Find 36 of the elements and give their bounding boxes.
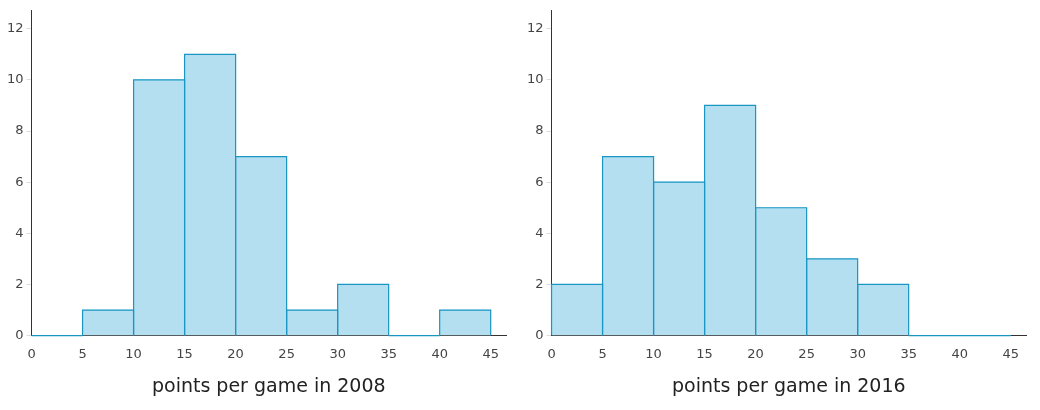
x-tick-label: 45: [1002, 345, 1019, 361]
x-tick-label: 25: [798, 345, 815, 361]
x-tick-label: 15: [176, 345, 193, 361]
y-tick-label: 4: [535, 224, 544, 240]
y-tick-label: 4: [15, 224, 24, 240]
x-tick-label: 45: [482, 345, 499, 361]
x-tick-label: 0: [547, 345, 556, 361]
x-tick-label: 0: [27, 345, 36, 361]
x-tick-label: 35: [900, 345, 917, 361]
y-tick-label: 8: [535, 122, 544, 138]
y-tick-label: 10: [527, 71, 544, 87]
x-tick-label: 20: [747, 345, 764, 361]
x-tick-label: 10: [645, 345, 662, 361]
x-tick-label: 5: [78, 345, 87, 361]
y-tick-label: 6: [535, 173, 544, 189]
x-axis-title: points per game in 2016: [671, 373, 906, 396]
x-tick-label: 40: [951, 345, 968, 361]
y-tick-label: 2: [535, 275, 544, 291]
y-tick-label: 12: [527, 20, 544, 36]
y-tick-label: 2: [15, 275, 24, 291]
x-tick-label: 5: [598, 345, 607, 361]
x-tick-label: 10: [125, 345, 142, 361]
x-tick-label: 15: [696, 345, 713, 361]
y-tick-label: 12: [7, 20, 24, 36]
x-tick-label: 30: [329, 345, 346, 361]
x-tick-label: 40: [431, 345, 448, 361]
x-axis-title: points per game in 2008: [151, 373, 386, 396]
x-tick-label: 25: [278, 345, 295, 361]
y-tick-label: 6: [15, 173, 24, 189]
x-tick-label: 30: [849, 345, 866, 361]
x-tick-label: 20: [227, 345, 244, 361]
y-tick-label: 10: [7, 71, 24, 87]
y-tick-label: 0: [15, 326, 24, 342]
x-tick-label: 35: [380, 345, 397, 361]
y-tick-label: 8: [15, 122, 24, 138]
y-tick-label: 0: [535, 326, 544, 342]
